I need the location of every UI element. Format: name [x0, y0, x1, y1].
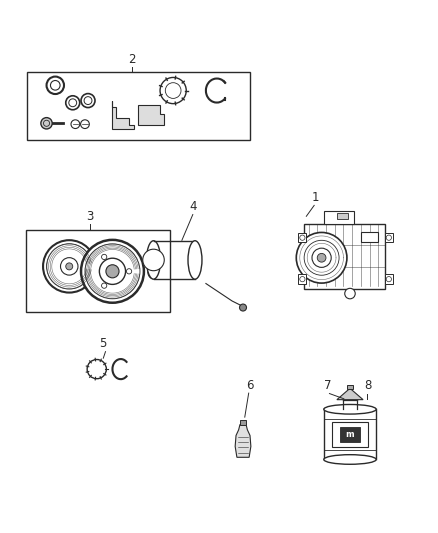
Bar: [337, 213, 348, 220]
Circle shape: [50, 80, 60, 90]
Bar: [385, 274, 393, 284]
Circle shape: [102, 254, 107, 260]
Bar: [332, 422, 368, 447]
Circle shape: [165, 83, 181, 99]
Bar: [385, 233, 393, 243]
Circle shape: [81, 120, 89, 128]
Bar: [340, 427, 360, 442]
Circle shape: [127, 269, 132, 274]
Circle shape: [46, 77, 64, 94]
Circle shape: [81, 240, 144, 303]
Text: 2: 2: [128, 53, 135, 66]
Circle shape: [66, 96, 80, 110]
Bar: [26, 230, 170, 312]
Text: 8: 8: [364, 379, 371, 392]
Text: 5: 5: [99, 337, 107, 350]
Circle shape: [304, 240, 339, 275]
Polygon shape: [112, 101, 134, 129]
Polygon shape: [337, 389, 363, 400]
Circle shape: [102, 283, 107, 288]
Bar: [347, 385, 353, 389]
Text: m: m: [346, 430, 354, 439]
Bar: [298, 274, 306, 284]
Circle shape: [300, 277, 305, 282]
Polygon shape: [138, 105, 164, 125]
Circle shape: [386, 277, 392, 282]
Ellipse shape: [188, 241, 202, 279]
Text: 6: 6: [246, 379, 253, 392]
Circle shape: [43, 120, 49, 126]
Ellipse shape: [324, 405, 376, 414]
Bar: [361, 231, 378, 243]
Bar: [298, 233, 306, 243]
Circle shape: [87, 359, 106, 379]
Circle shape: [345, 288, 355, 299]
Bar: [27, 72, 250, 140]
Circle shape: [106, 265, 119, 278]
Circle shape: [386, 235, 392, 240]
Circle shape: [41, 118, 52, 129]
Circle shape: [296, 232, 347, 283]
Circle shape: [317, 253, 326, 262]
Text: 3: 3: [87, 210, 94, 223]
Text: 1: 1: [311, 191, 319, 204]
Text: 4: 4: [189, 200, 197, 213]
Text: 7: 7: [324, 379, 331, 392]
Circle shape: [46, 244, 92, 289]
Circle shape: [60, 257, 78, 275]
Ellipse shape: [147, 241, 160, 279]
Circle shape: [85, 244, 140, 299]
Circle shape: [143, 249, 164, 271]
Circle shape: [81, 94, 95, 108]
Circle shape: [312, 248, 331, 268]
Bar: [324, 211, 354, 224]
Polygon shape: [235, 425, 251, 457]
Circle shape: [71, 120, 80, 128]
Circle shape: [66, 263, 73, 270]
Circle shape: [160, 77, 186, 103]
Circle shape: [84, 96, 92, 104]
Circle shape: [99, 258, 126, 285]
Circle shape: [43, 240, 95, 293]
Circle shape: [69, 99, 77, 107]
Bar: [304, 224, 385, 289]
Circle shape: [240, 304, 247, 311]
Bar: [240, 420, 246, 425]
Circle shape: [300, 235, 305, 240]
Ellipse shape: [324, 455, 376, 464]
